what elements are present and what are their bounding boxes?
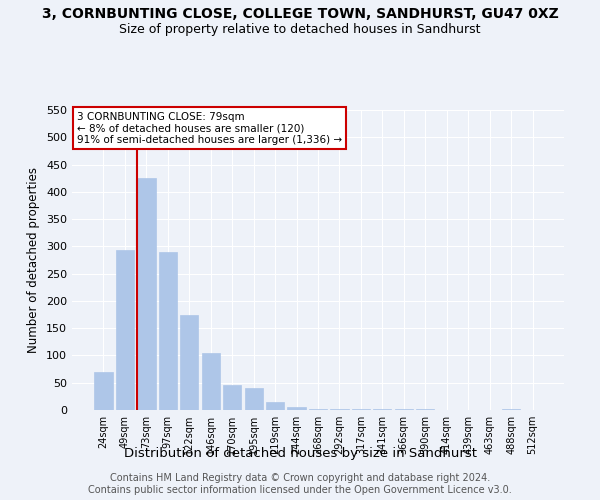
Bar (223, 386, 241, 410)
Bar (331, 409, 349, 410)
Bar (309, 409, 327, 410)
Bar (180, 314, 199, 410)
Text: Contains HM Land Registry data © Crown copyright and database right 2024.
Contai: Contains HM Land Registry data © Crown c… (88, 474, 512, 495)
Text: 3, CORNBUNTING CLOSE, COLLEGE TOWN, SANDHURST, GU47 0XZ: 3, CORNBUNTING CLOSE, COLLEGE TOWN, SAND… (41, 8, 559, 22)
Bar (245, 388, 263, 410)
Bar (202, 352, 220, 410)
Text: 3 CORNBUNTING CLOSE: 79sqm
← 8% of detached houses are smaller (120)
91% of semi: 3 CORNBUNTING CLOSE: 79sqm ← 8% of detac… (77, 112, 342, 144)
Bar (94, 372, 113, 410)
Text: Size of property relative to detached houses in Sandhurst: Size of property relative to detached ho… (119, 22, 481, 36)
Y-axis label: Number of detached properties: Number of detached properties (28, 167, 40, 353)
Bar (287, 408, 305, 410)
Bar (159, 252, 177, 410)
Text: Distribution of detached houses by size in Sandhurst: Distribution of detached houses by size … (124, 448, 476, 460)
Bar (116, 250, 134, 410)
Bar (266, 402, 284, 410)
Bar (137, 178, 155, 410)
